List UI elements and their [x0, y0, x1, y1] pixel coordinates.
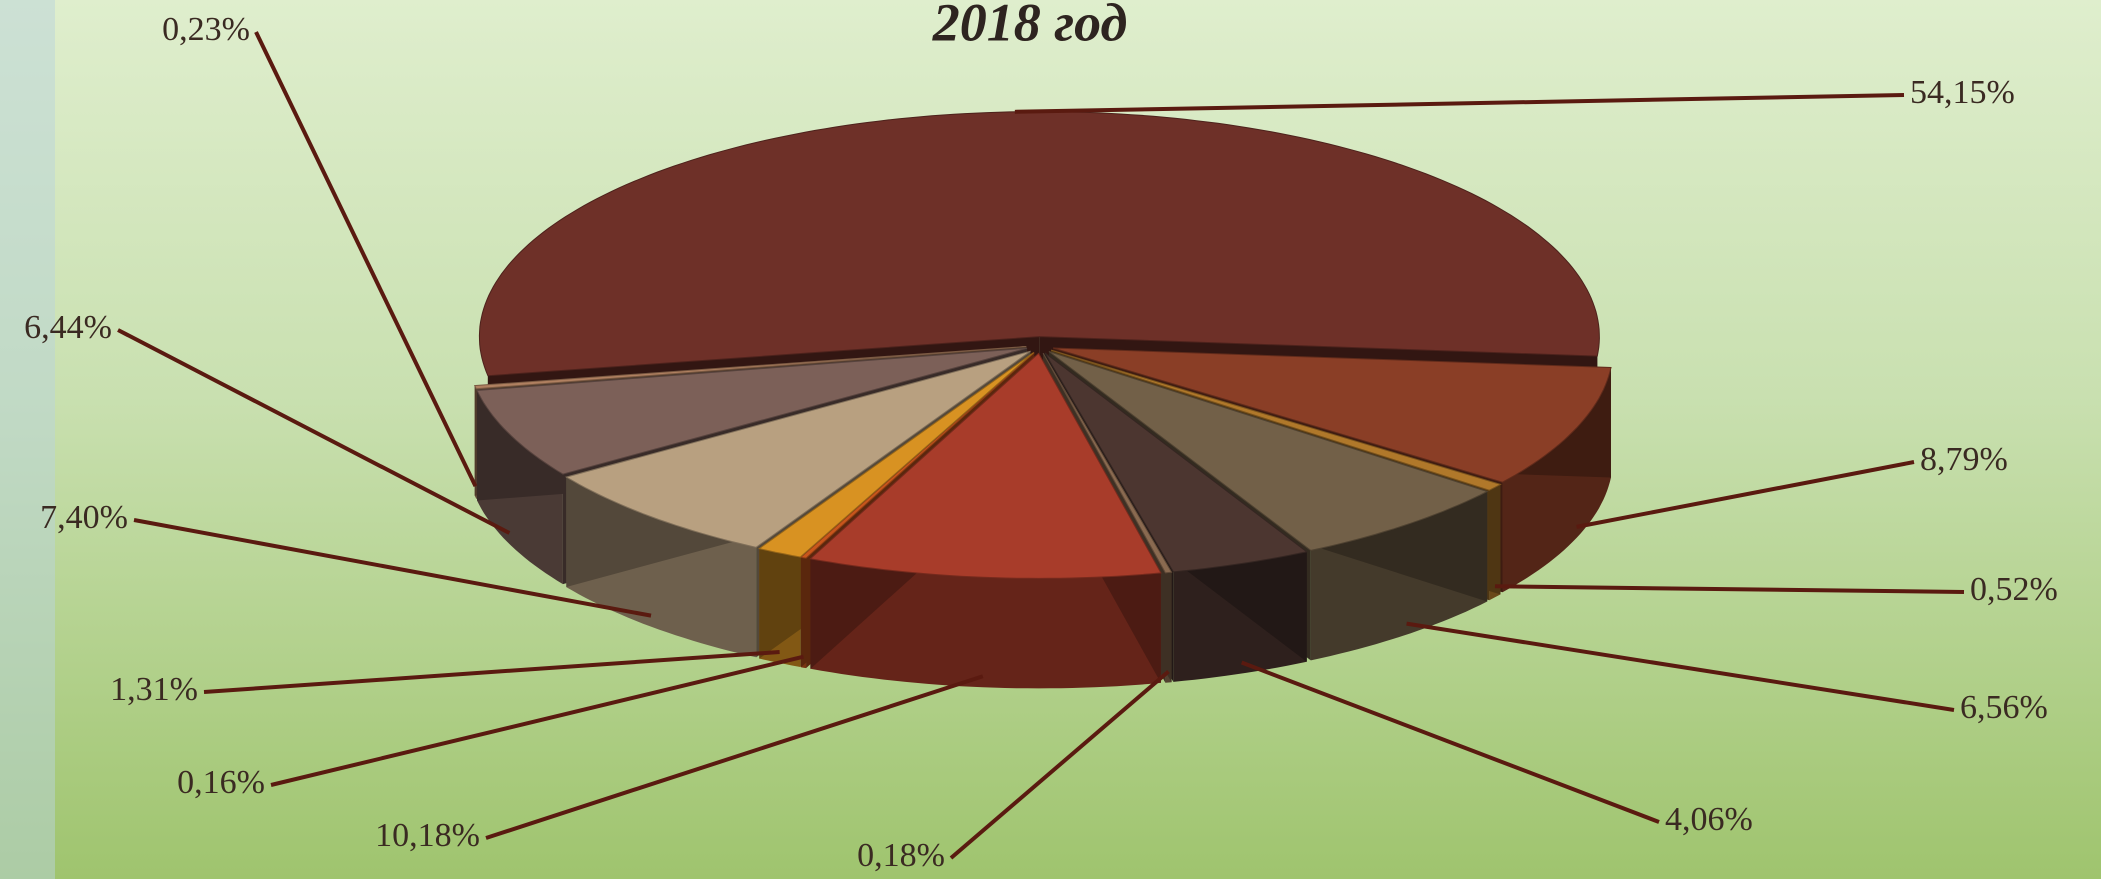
leader-line	[254, 31, 478, 488]
slice	[1042, 352, 1173, 574]
leader-line	[1494, 584, 1965, 594]
data-label: 8,79%	[1920, 441, 2008, 478]
data-label: 6,56%	[1960, 689, 2048, 726]
slice	[799, 352, 1035, 559]
leader-line	[1406, 621, 1955, 712]
slice-wall	[810, 558, 1161, 689]
leader-line	[949, 669, 1170, 860]
leader-line	[1240, 660, 1660, 824]
data-label: 10,18%	[375, 817, 480, 854]
slice	[476, 347, 1028, 475]
chart-title: 2018 год	[932, 0, 1128, 52]
leader-line	[1014, 93, 1905, 114]
data-label: 0,18%	[857, 837, 945, 874]
data-label: 4,06%	[1665, 801, 1753, 838]
leader-line	[1576, 460, 1915, 529]
side-strip	[0, 0, 55, 879]
data-label: 6,44%	[24, 309, 112, 346]
leader-line	[117, 328, 511, 535]
leader-line	[270, 654, 804, 787]
slice	[478, 111, 1600, 377]
slice	[564, 350, 1031, 548]
data-label: 0,52%	[1970, 571, 2058, 608]
data-label: 0,23%	[162, 11, 250, 48]
slice	[473, 346, 1027, 390]
slice	[1052, 347, 1612, 483]
leader-line	[133, 518, 652, 618]
data-label: 54,15%	[1910, 74, 2015, 111]
slice	[809, 352, 1162, 579]
leader-line	[485, 674, 984, 840]
data-label: 1,31%	[110, 671, 198, 708]
slice	[1044, 352, 1308, 573]
data-label: 7,40%	[40, 499, 128, 536]
leader-line	[203, 650, 780, 694]
data-label: 0,16%	[177, 764, 265, 801]
slice	[758, 352, 1034, 558]
slice	[1050, 349, 1502, 491]
slice	[1048, 350, 1489, 551]
